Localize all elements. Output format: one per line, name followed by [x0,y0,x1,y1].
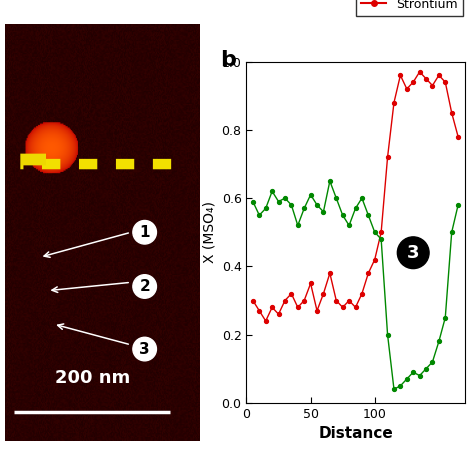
Strontium [353,304,358,310]
Strontium [423,76,429,82]
Text: 200 nm: 200 nm [55,369,130,387]
Strontium [314,308,320,314]
Strontium [250,298,256,303]
Strontium [340,304,346,310]
Strontium [263,318,269,324]
Strontium [256,308,262,314]
Text: 3: 3 [407,244,419,262]
Strontium [320,291,326,297]
Strontium [372,257,378,263]
Line: Strontium: Strontium [251,70,460,323]
Strontium [391,100,397,105]
X-axis label: Distance: Distance [318,426,393,441]
Strontium [398,73,403,78]
Strontium [365,270,371,276]
Strontium [410,79,416,85]
Strontium [359,291,365,297]
Strontium [295,304,301,310]
Y-axis label: X (MSO₄): X (MSO₄) [202,201,216,263]
Strontium [378,229,384,235]
Strontium [449,110,455,116]
Strontium [429,82,435,88]
Strontium [301,298,307,303]
Strontium [308,281,313,286]
Strontium [346,298,352,303]
Text: 2: 2 [139,279,150,294]
Strontium [417,69,422,75]
Strontium [327,270,333,276]
Strontium [404,86,410,92]
Strontium [289,291,294,297]
Strontium [269,304,275,310]
Strontium [455,134,461,139]
Strontium [282,298,288,303]
Strontium [436,73,442,78]
Strontium [385,155,391,160]
Text: 1: 1 [139,225,150,240]
Text: b: b [220,50,236,70]
Strontium [442,79,448,85]
Strontium [333,298,339,303]
Text: 3: 3 [139,342,150,356]
Strontium [276,311,282,317]
Legend: Strontium: Strontium [356,0,463,16]
